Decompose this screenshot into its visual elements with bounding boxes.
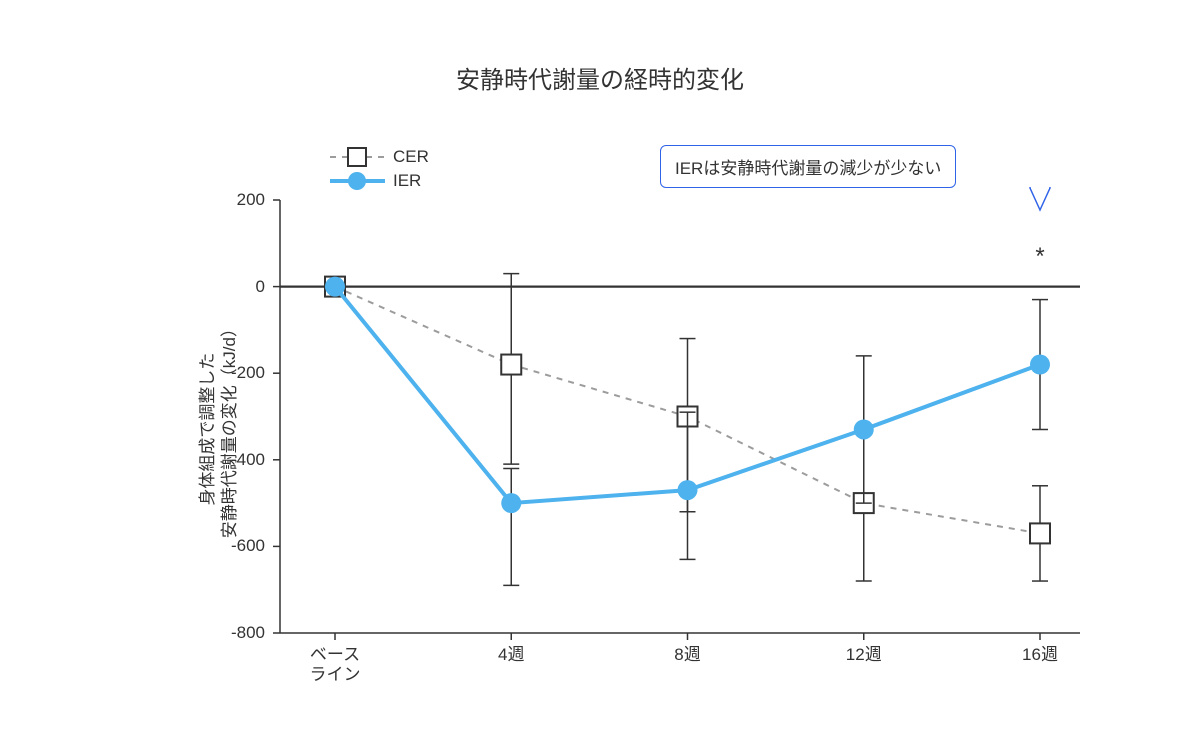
marker-cer xyxy=(501,355,521,375)
legend-item-cer: CER xyxy=(330,145,429,169)
marker-ier xyxy=(854,419,874,439)
x-tick-label: 12週 xyxy=(846,645,882,665)
marker-ier xyxy=(501,493,521,513)
marker-ier xyxy=(678,480,698,500)
y-tick-label: 0 xyxy=(210,277,265,297)
legend-swatch-ier xyxy=(330,169,385,193)
legend-label: CER xyxy=(393,147,429,167)
y-tick-label: -400 xyxy=(210,450,265,470)
x-tick-label: ベースライン xyxy=(310,645,361,686)
callout-box: IERは安静時代謝量の減少が少ない xyxy=(660,145,956,188)
significance-marker: * xyxy=(1035,243,1044,271)
x-tick-label: 16週 xyxy=(1022,645,1058,665)
legend: CER IER xyxy=(330,145,429,193)
marker-ier xyxy=(325,277,345,297)
x-tick-label: 4週 xyxy=(498,645,524,665)
chart-plot xyxy=(0,0,1200,738)
legend-label: IER xyxy=(393,171,421,191)
callout-text: IERは安静時代謝量の減少が少ない xyxy=(675,159,941,178)
y-tick-label: -200 xyxy=(210,363,265,383)
y-tick-label: -600 xyxy=(210,536,265,556)
y-tick-label: -800 xyxy=(210,623,265,643)
legend-item-ier: IER xyxy=(330,169,429,193)
marker-ier xyxy=(1030,355,1050,375)
y-tick-label: 200 xyxy=(210,190,265,210)
marker-cer xyxy=(1030,523,1050,543)
legend-swatch-cer xyxy=(330,145,385,169)
x-tick-label: 8週 xyxy=(674,645,700,665)
